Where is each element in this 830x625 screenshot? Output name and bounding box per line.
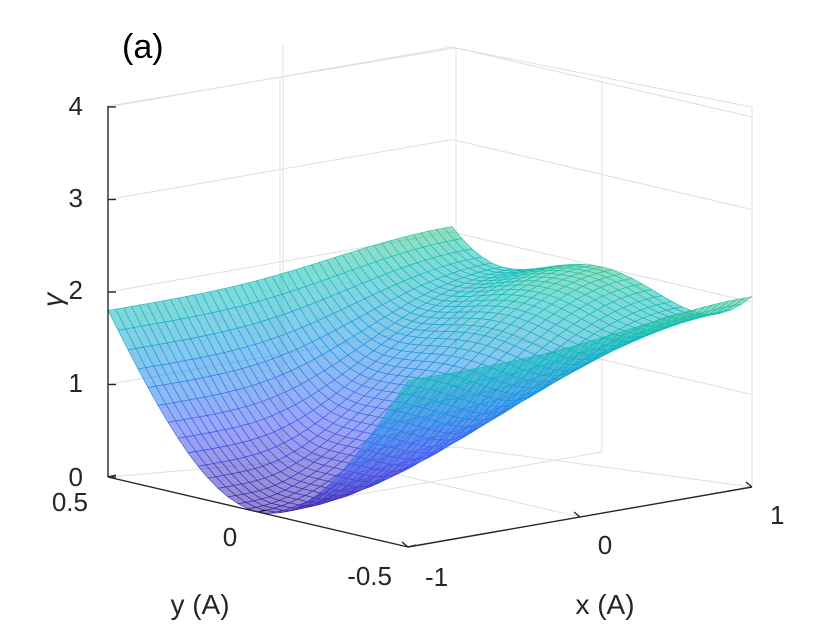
right-top-edge xyxy=(455,47,753,108)
y-tick-label-0.5: 0.5 xyxy=(52,487,88,517)
x-axis-label: x (A) xyxy=(575,589,634,620)
x-tick-0 xyxy=(573,511,581,518)
x-tick-label-neg1: -1 xyxy=(425,562,448,592)
y-axis-line xyxy=(107,476,409,548)
floor-right-edge xyxy=(455,446,753,488)
z-tick-label-2: 2 xyxy=(69,275,83,305)
x-tick-label-1: 1 xyxy=(770,500,784,530)
y-tick-0 xyxy=(257,509,267,513)
y-tick-0.5 xyxy=(107,474,117,478)
y-tick-label-0: 0 xyxy=(223,522,237,552)
z-tick-label-1: 1 xyxy=(69,368,83,398)
tick-marks xyxy=(107,106,753,548)
x-tick-label-0: 0 xyxy=(598,530,612,560)
y-tick-labels: 0.5 0 -0.5 xyxy=(52,487,392,591)
z-tick-labels: 0 1 2 3 4 xyxy=(69,91,83,492)
z-tick-label-0: 0 xyxy=(69,462,83,492)
x-tick--1 xyxy=(401,541,409,548)
x-tick-1 xyxy=(745,481,753,488)
surface-mesh xyxy=(107,226,753,514)
z-axis-label: γ xyxy=(37,291,68,307)
z-tick-label-3: 3 xyxy=(69,183,83,213)
z-tick-label-4: 4 xyxy=(69,91,83,121)
y-tick--0.5 xyxy=(407,544,417,548)
x-tick-labels: -1 0 1 xyxy=(425,500,784,592)
panel-label: (a) xyxy=(122,28,164,66)
y-axis-label: y (A) xyxy=(170,589,229,620)
surface-patch xyxy=(734,296,753,306)
y-tick-label-neg0.5: -0.5 xyxy=(347,561,392,591)
